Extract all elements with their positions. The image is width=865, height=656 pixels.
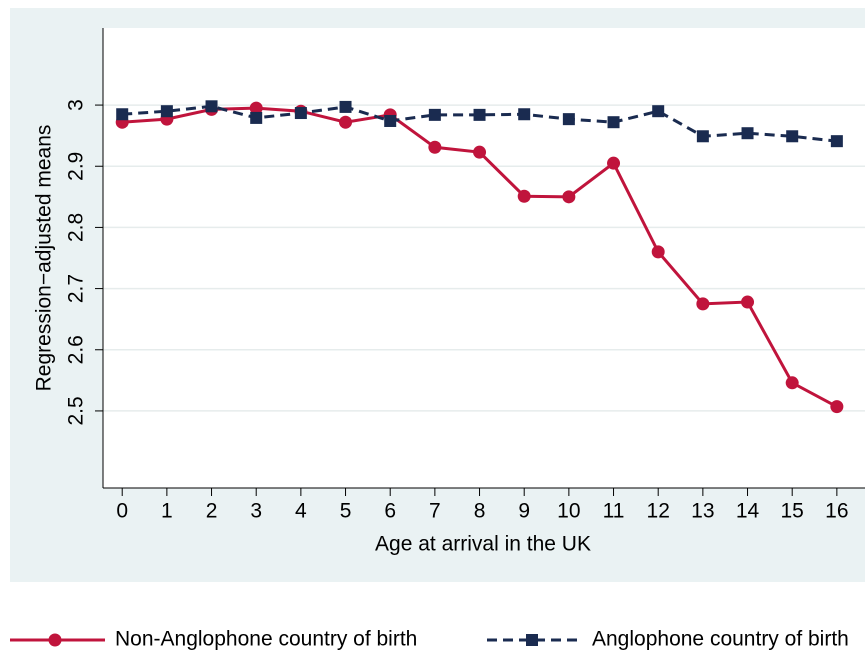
y-tick-label: 2.9 [65, 152, 88, 181]
marker [249, 101, 263, 115]
x-tick-label: 9 [518, 500, 530, 523]
marker [205, 100, 218, 113]
x-tick-label: 3 [250, 500, 262, 523]
marker [428, 108, 441, 121]
x-tick-label: 11 [603, 500, 625, 523]
marker [160, 105, 173, 118]
marker [830, 400, 844, 414]
x-tick-label: 13 [691, 500, 714, 523]
marker [518, 108, 531, 121]
x-tick-label: 10 [557, 500, 580, 523]
x-tick-label: 1 [161, 500, 173, 523]
marker [294, 107, 307, 120]
marker [607, 116, 620, 129]
marker [384, 114, 397, 127]
marker [116, 108, 129, 121]
x-tick-label: 14 [736, 500, 760, 523]
marker [741, 295, 755, 309]
x-tick-label: 6 [384, 500, 396, 523]
x-tick-label: 5 [340, 500, 352, 523]
y-tick-label: 2.7 [65, 274, 88, 303]
marker [339, 100, 352, 113]
y-tick-label: 2.8 [65, 213, 88, 242]
x-axis-title: Age at arrival in the UK [375, 533, 591, 556]
y-axis-title: Regression−adjusted means [33, 125, 56, 392]
marker [785, 376, 799, 390]
marker [562, 113, 575, 126]
plot-area [103, 28, 865, 488]
x-tick-label: 2 [206, 500, 218, 523]
marker [696, 297, 710, 311]
marker [607, 156, 621, 170]
marker [652, 105, 665, 118]
x-tick-label: 8 [474, 500, 486, 523]
legend-label: Anglophone country of birth [592, 628, 849, 651]
marker [473, 108, 486, 121]
marker [562, 190, 576, 204]
marker [250, 111, 263, 124]
marker [428, 140, 442, 154]
marker [517, 189, 531, 203]
series-line [122, 104, 838, 143]
y-tick-label: 3 [65, 99, 88, 111]
y-tick-label: 2.5 [65, 396, 88, 425]
marker [830, 135, 843, 148]
legend-marker [526, 634, 538, 646]
legend-label: Non-Anglophone country of birth [115, 628, 417, 651]
x-tick-label: 12 [647, 500, 670, 523]
x-tick-label: 7 [429, 500, 441, 523]
y-tick-label: 2.6 [65, 335, 88, 364]
marker [741, 127, 754, 140]
x-tick-label: 0 [116, 500, 128, 523]
marker [786, 130, 799, 143]
marker [651, 245, 665, 259]
x-tick-label: 4 [295, 500, 307, 523]
marker [339, 115, 353, 129]
x-tick-label: 16 [825, 500, 848, 523]
marker [696, 130, 709, 143]
legend-marker [48, 633, 62, 647]
marker [473, 145, 487, 159]
x-tick-label: 15 [781, 500, 804, 523]
